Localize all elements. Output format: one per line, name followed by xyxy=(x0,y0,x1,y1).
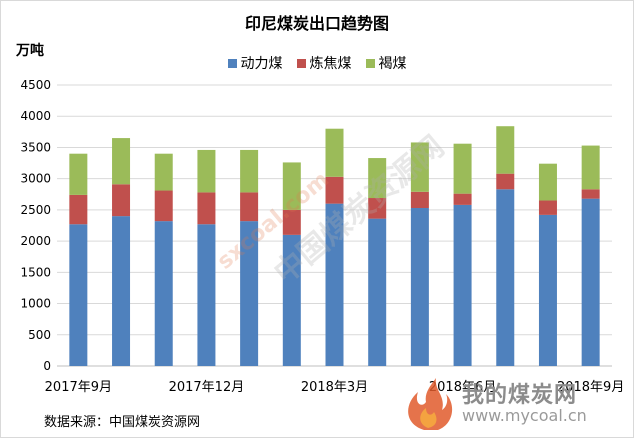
legend-item-lignite: 褐煤 xyxy=(365,53,407,73)
bar-segment xyxy=(410,142,429,192)
x-tick-label: 2018年9月 xyxy=(557,380,624,395)
y-tick-label: 1000 xyxy=(20,297,51,311)
bar-segment xyxy=(368,218,387,366)
bar-segment xyxy=(69,153,88,195)
bar-segment xyxy=(581,189,600,199)
source-note: 数据来源：中国煤炭资源网 xyxy=(44,415,201,430)
flame-logo-icon xyxy=(408,378,453,430)
bar-segment xyxy=(197,192,216,225)
bar-segment xyxy=(154,153,173,191)
bar-segment xyxy=(282,162,301,210)
bar-segment xyxy=(197,224,216,366)
bar-segment xyxy=(69,194,88,225)
y-tick-label: 1500 xyxy=(20,265,51,279)
bar-segment xyxy=(112,216,131,366)
y-tick-label: 3000 xyxy=(20,172,51,186)
legend-item-coking-coal: 炼焦煤 xyxy=(296,53,352,73)
y-tick-label: 2000 xyxy=(20,234,51,248)
bar-segment xyxy=(581,198,600,366)
bar-segment xyxy=(112,138,131,185)
bar-segment xyxy=(453,143,472,194)
watermark-url: www.mycoal.cn xyxy=(462,406,587,425)
legend-label: 褐煤 xyxy=(378,56,407,72)
legend-swatch xyxy=(227,58,237,68)
legend: 动力煤 炼焦煤 褐煤 xyxy=(0,53,634,73)
bar-segment xyxy=(453,193,472,205)
legend-item-thermal-coal: 动力煤 xyxy=(227,53,283,73)
bar-segment xyxy=(154,190,173,222)
y-unit-label: 万吨 xyxy=(16,43,44,59)
bar-segment xyxy=(410,208,429,366)
y-tick-label: 2500 xyxy=(20,203,51,217)
y-tick-label: 0 xyxy=(43,359,51,373)
x-tick-label: 2017年9月 xyxy=(45,380,112,395)
y-tick-label: 500 xyxy=(28,328,51,342)
bar-segment xyxy=(325,176,344,204)
bar-segment xyxy=(368,198,387,219)
legend-label: 炼焦煤 xyxy=(309,56,352,72)
legend-label: 动力煤 xyxy=(240,56,283,72)
chart-title: 印尼煤炭出口趋势图 xyxy=(244,14,389,33)
bar-segment xyxy=(496,173,515,190)
y-tick-label: 3500 xyxy=(20,140,51,154)
bar-segment xyxy=(581,145,600,190)
bar-segment xyxy=(240,192,259,222)
bar-segment xyxy=(154,221,173,366)
watermark-brand: 我的煤炭网 xyxy=(462,383,578,408)
bar-segment xyxy=(538,200,557,215)
x-tick-label: 2018年3月 xyxy=(301,380,368,395)
bar-segment xyxy=(410,191,429,209)
bar-segment xyxy=(282,234,301,366)
bar-segment xyxy=(240,149,259,193)
bar-segment xyxy=(538,163,557,201)
legend-swatch xyxy=(365,58,375,68)
x-tick-label: 2018年6月 xyxy=(429,380,496,395)
x-tick-label: 2017年12月 xyxy=(169,380,245,395)
bar-segment xyxy=(325,128,344,177)
bar-segment xyxy=(69,224,88,366)
bar-segment xyxy=(368,158,387,199)
bar-segment xyxy=(496,189,515,366)
bar-segment xyxy=(282,209,301,235)
bar-segment xyxy=(197,149,216,193)
bar-segment xyxy=(538,214,557,366)
bar-segment xyxy=(496,126,515,174)
y-tick-label: 4500 xyxy=(20,78,51,92)
bar-segment xyxy=(112,184,131,217)
y-tick-label: 4000 xyxy=(20,109,51,123)
legend-swatch xyxy=(296,58,306,68)
bar-segment xyxy=(325,203,344,366)
bar-segment xyxy=(453,204,472,366)
bar-segment xyxy=(240,221,259,366)
